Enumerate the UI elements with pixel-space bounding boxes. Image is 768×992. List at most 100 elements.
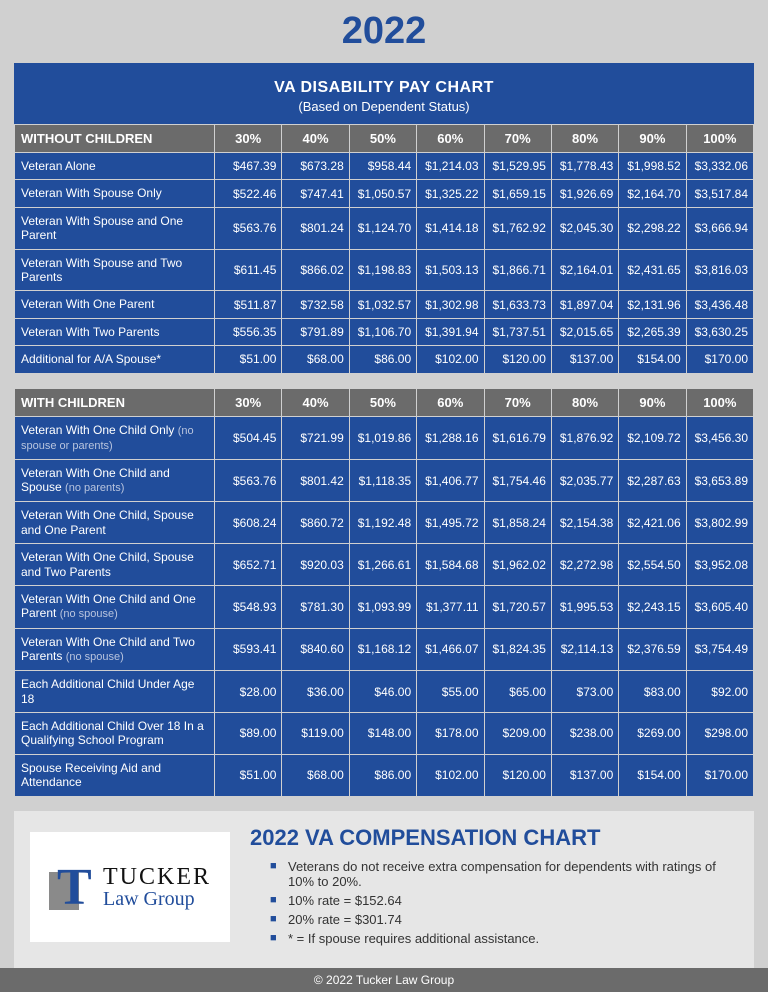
cell-value: $791.89 (282, 318, 349, 345)
chart-header: VA DISABILITY PAY CHART (Based on Depend… (14, 63, 754, 124)
logo-line2: Law Group (103, 889, 211, 909)
cell-value: $652.71 (215, 544, 282, 586)
cell-value: $2,243.15 (619, 586, 686, 629)
column-header: 30% (215, 388, 282, 416)
cell-value: $3,456.30 (686, 416, 753, 459)
cell-value: $3,332.06 (686, 153, 753, 180)
bullet-item: * = If spouse requires additional assist… (270, 931, 738, 946)
section-title: WITH CHILDREN (15, 388, 215, 416)
cell-value: $860.72 (282, 502, 349, 544)
cell-value: $1,762.92 (484, 207, 551, 249)
cell-value: $2,376.59 (619, 628, 686, 671)
table-row: Spouse Receiving Aid and Attendance$51.0… (15, 754, 754, 796)
cell-value: $55.00 (417, 671, 484, 713)
cell-value: $83.00 (619, 671, 686, 713)
cell-value: $2,421.06 (619, 502, 686, 544)
row-label: Veteran With One Child, Spouse and Two P… (15, 544, 215, 586)
cell-value: $1,093.99 (349, 586, 416, 629)
column-header: 70% (484, 125, 551, 153)
table-row: Veteran With One Child and Spouse (no pa… (15, 459, 754, 502)
cell-value: $1,995.53 (551, 586, 618, 629)
cell-value: $920.03 (282, 544, 349, 586)
table-row: Veteran With Spouse Only$522.46$747.41$1… (15, 180, 754, 207)
cell-value: $3,816.03 (686, 249, 753, 291)
cell-value: $3,605.40 (686, 586, 753, 629)
cell-value: $120.00 (484, 346, 551, 373)
table-row: Veteran With One Parent$511.87$732.58$1,… (15, 291, 754, 318)
cell-value: $1,466.07 (417, 628, 484, 671)
cell-value: $1,124.70 (349, 207, 416, 249)
cell-value: $732.58 (282, 291, 349, 318)
cell-value: $154.00 (619, 754, 686, 796)
cell-value: $73.00 (551, 671, 618, 713)
logo: T TUCKER Law Group (30, 832, 230, 942)
cell-value: $89.00 (215, 712, 282, 754)
column-header: 60% (417, 388, 484, 416)
row-label: Veteran With Spouse Only (15, 180, 215, 207)
cell-value: $209.00 (484, 712, 551, 754)
cell-value: $1,302.98 (417, 291, 484, 318)
cell-value: $2,109.72 (619, 416, 686, 459)
cell-value: $86.00 (349, 754, 416, 796)
comp-bullets: Veterans do not receive extra compensati… (250, 859, 738, 946)
table-row: Veteran With One Child, Spouse and Two P… (15, 544, 754, 586)
cell-value: $68.00 (282, 754, 349, 796)
cell-value: $1,495.72 (417, 502, 484, 544)
cell-value: $1,377.11 (417, 586, 484, 629)
table-row: Veteran With One Child, Spouse and One P… (15, 502, 754, 544)
cell-value: $1,168.12 (349, 628, 416, 671)
table-row: Veteran With Spouse and One Parent$563.7… (15, 207, 754, 249)
cell-value: $120.00 (484, 754, 551, 796)
cell-value: $1,050.57 (349, 180, 416, 207)
row-label: Veteran With One Child and One Parent (n… (15, 586, 215, 629)
cell-value: $1,778.43 (551, 153, 618, 180)
cell-value: $3,754.49 (686, 628, 753, 671)
cell-value: $1,659.15 (484, 180, 551, 207)
column-header: 80% (551, 125, 618, 153)
cell-value: $801.42 (282, 459, 349, 502)
cell-value: $170.00 (686, 346, 753, 373)
cell-value: $608.24 (215, 502, 282, 544)
cell-value: $1,406.77 (417, 459, 484, 502)
cell-value: $467.39 (215, 153, 282, 180)
table-row: Veteran With Spouse and Two Parents$611.… (15, 249, 754, 291)
cell-value: $1,266.61 (349, 544, 416, 586)
pay-table: WITHOUT CHILDREN30%40%50%60%70%80%90%100… (14, 124, 754, 374)
row-label: Veteran With One Child, Spouse and One P… (15, 502, 215, 544)
cell-value: $178.00 (417, 712, 484, 754)
cell-value: $511.87 (215, 291, 282, 318)
cell-value: $1,288.16 (417, 416, 484, 459)
cell-value: $3,517.84 (686, 180, 753, 207)
column-header: 80% (551, 388, 618, 416)
cell-value: $51.00 (215, 346, 282, 373)
column-header: 50% (349, 125, 416, 153)
cell-value: $2,554.50 (619, 544, 686, 586)
cell-value: $2,164.01 (551, 249, 618, 291)
logo-line1: TUCKER (103, 865, 211, 889)
cell-value: $611.45 (215, 249, 282, 291)
cell-value: $92.00 (686, 671, 753, 713)
cell-value: $1,198.83 (349, 249, 416, 291)
cell-value: $3,802.99 (686, 502, 753, 544)
row-label: Veteran Alone (15, 153, 215, 180)
column-header: 40% (282, 388, 349, 416)
cell-value: $1,737.51 (484, 318, 551, 345)
table-row: Each Additional Child Over 18 In a Quali… (15, 712, 754, 754)
chart-subtitle: (Based on Dependent Status) (14, 99, 754, 114)
year-title: 2022 (14, 10, 754, 53)
cell-value: $840.60 (282, 628, 349, 671)
comp-title: 2022 VA COMPENSATION CHART (250, 825, 738, 851)
cell-value: $269.00 (619, 712, 686, 754)
cell-value: $522.46 (215, 180, 282, 207)
table-row: Each Additional Child Under Age 18$28.00… (15, 671, 754, 713)
cell-value: $119.00 (282, 712, 349, 754)
cell-value: $548.93 (215, 586, 282, 629)
copyright: © 2022 Tucker Law Group (0, 968, 768, 992)
cell-value: $866.02 (282, 249, 349, 291)
cell-value: $2,131.96 (619, 291, 686, 318)
cell-value: $36.00 (282, 671, 349, 713)
cell-value: $1,019.86 (349, 416, 416, 459)
cell-value: $1,106.70 (349, 318, 416, 345)
cell-value: $2,015.65 (551, 318, 618, 345)
cell-value: $504.45 (215, 416, 282, 459)
